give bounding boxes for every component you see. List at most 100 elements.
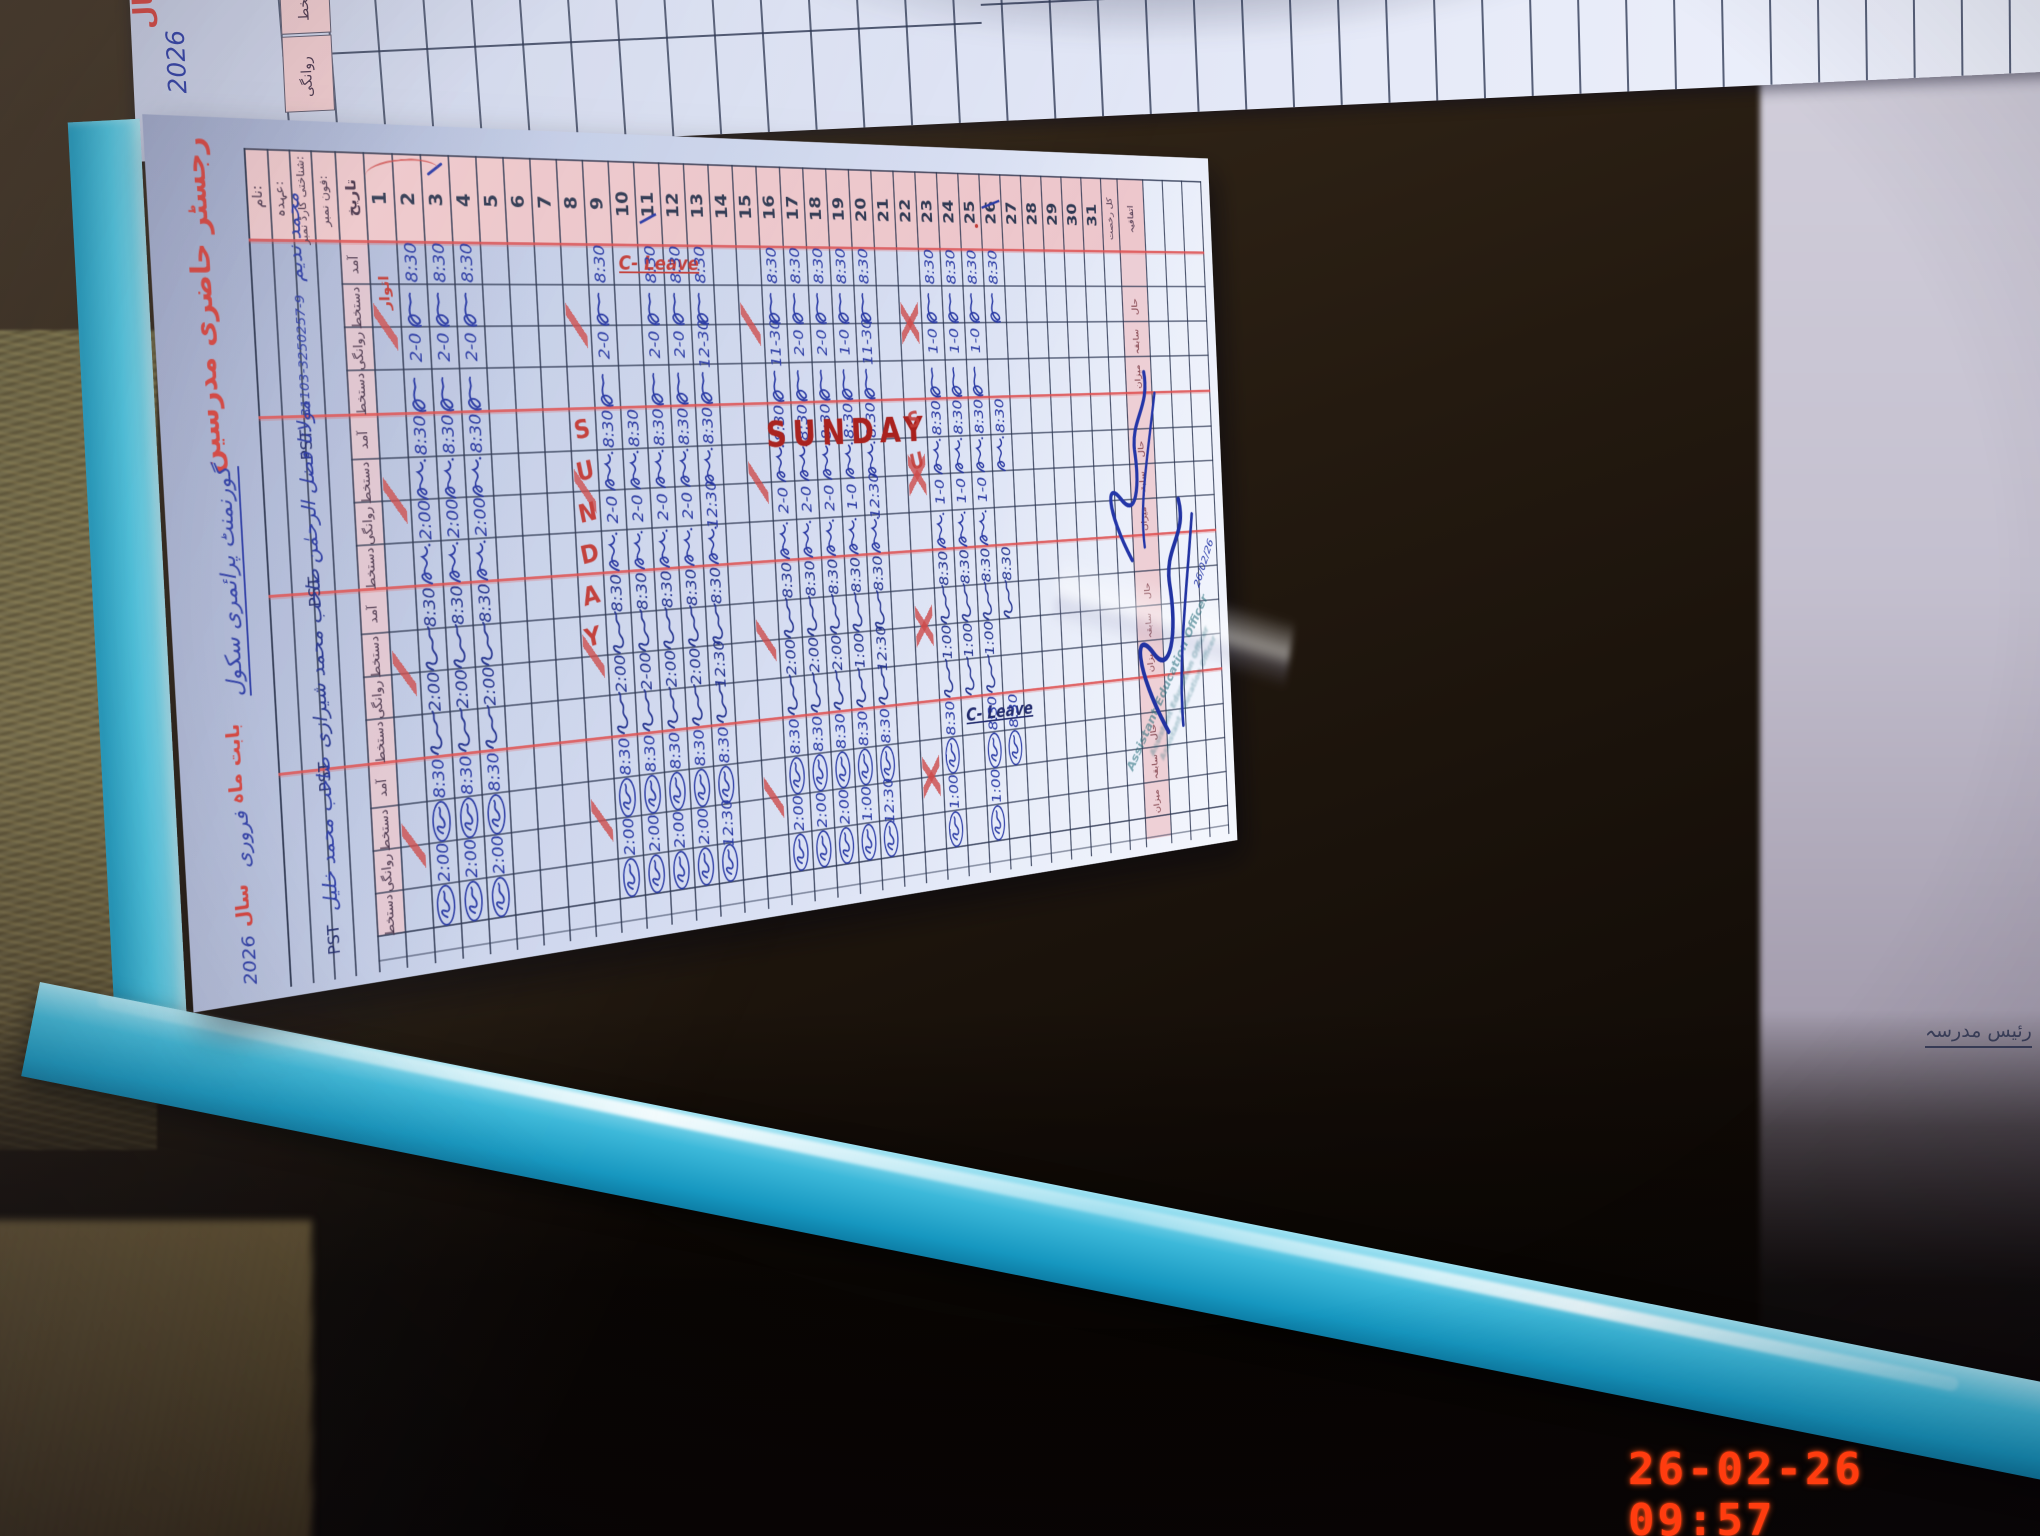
signature-scribble <box>928 366 942 398</box>
date-number: 1 <box>368 191 391 206</box>
arrival-time: 8:30 <box>984 694 1001 731</box>
arrival-time: 8:30 <box>674 406 693 446</box>
departure-time: 1-0 <box>932 478 948 505</box>
signature-scribble <box>862 368 876 400</box>
departure-time: 1:00 <box>851 631 868 669</box>
arrival-time: 8:30 <box>624 408 643 447</box>
colhead-1: دستخط <box>358 460 375 505</box>
signature-scribble <box>485 792 507 836</box>
sunday-letter: A <box>580 579 603 613</box>
signature-scribble <box>706 525 720 565</box>
departure-time: 2:00 <box>644 812 664 853</box>
departure-time: 2-0 <box>433 332 454 362</box>
colhead-0: آمد <box>366 604 381 624</box>
signature-scribble <box>628 449 642 490</box>
hand-shadow <box>764 0 1653 66</box>
teacher-designation: PST <box>325 923 345 956</box>
colhead-0: آمد <box>375 777 391 798</box>
signature-scribble <box>689 682 704 727</box>
signature-scribble <box>941 657 954 699</box>
departure-time: 2:00 <box>442 497 464 539</box>
signature-scribble <box>458 795 480 839</box>
arrival-time: 8:30 <box>665 730 685 771</box>
departure-time: 2-0 <box>670 330 689 358</box>
arrival-time: 8:30 <box>801 559 819 597</box>
colhead-3: دستخط <box>362 546 380 590</box>
signature-scribble <box>598 373 614 407</box>
departure-time: 2:00 <box>789 793 808 833</box>
signature-scribble <box>869 515 882 554</box>
signature-scribble <box>682 526 695 567</box>
signature-scribble <box>450 622 466 669</box>
signature-scribble <box>405 292 422 327</box>
signature-scribble <box>801 519 814 559</box>
arrival-time: 8:30 <box>978 546 994 583</box>
date-number: 14 <box>711 193 731 220</box>
facing-vline <box>1718 0 1725 87</box>
arrival-time: 8:30 <box>985 249 1001 285</box>
facing-vline <box>755 0 770 133</box>
departure-time: 1-0 <box>967 327 983 353</box>
date-number: 25 <box>961 200 978 225</box>
arrival-time: 8:30 <box>428 242 450 283</box>
signature-scribble <box>646 852 666 895</box>
signature-scribble <box>974 435 986 473</box>
signature-scribble <box>980 580 993 621</box>
arrival-time: 8:30 <box>640 733 660 774</box>
sunday-letter: U <box>907 447 927 476</box>
departure-time: 1-0 <box>953 477 969 504</box>
arrival-time: 8:30 <box>607 572 627 613</box>
signature-date: 26/02/26 <box>1191 536 1216 590</box>
colhead-2: روانگی <box>360 505 377 546</box>
signature-scribble <box>847 516 859 555</box>
signature-scribble <box>840 368 854 400</box>
colhead-3: دستخط <box>372 720 389 764</box>
arrival-time: 8:30 <box>456 242 478 283</box>
arrival-time: 8:30 <box>855 247 872 284</box>
signature-scribble <box>946 292 960 323</box>
sunday-letter: N <box>576 496 600 530</box>
arrival-time: 8:30 <box>590 244 610 283</box>
signature-scribble <box>414 457 429 501</box>
departure-time: 2:00 <box>661 648 681 688</box>
departure-time: 2:00 <box>835 787 853 826</box>
sunday-letter: S <box>906 406 923 434</box>
arrival-time: 8:30 <box>992 397 1008 433</box>
date-number: 2 <box>397 191 419 207</box>
date-number: 10 <box>612 190 633 218</box>
departure-time: 2:00 <box>423 670 445 713</box>
arrival-time: 8:30 <box>824 557 842 595</box>
facing-vline <box>804 0 818 130</box>
signature-scribble <box>787 755 806 796</box>
arrival-time: 8:30 <box>474 582 495 624</box>
signature-scribble <box>699 371 714 404</box>
facing-vline <box>707 0 723 135</box>
title-month: فروری <box>229 810 256 871</box>
signature-scribble <box>947 809 965 848</box>
departure-time: 2:00 <box>694 806 713 846</box>
arrival-time: 8:30 <box>869 554 887 592</box>
facing-vline <box>1670 0 1677 90</box>
signature-scribble <box>876 664 889 706</box>
signature-scribble <box>438 376 455 412</box>
signature-scribble <box>817 368 831 401</box>
date-number: 21 <box>874 197 892 223</box>
departure-time: 1:00 <box>988 767 1004 804</box>
departure-time: 1:00 <box>939 623 955 660</box>
signature-scribble <box>959 582 972 623</box>
arrival-time: 8:30 <box>615 736 635 777</box>
signature-scribble <box>610 610 625 655</box>
facing-year-note: سال <box>127 0 206 30</box>
signature-scribble <box>984 653 996 694</box>
arrival-time: 8:30 <box>400 241 422 283</box>
arrival-time: 8:30 <box>847 556 865 594</box>
arrival-time: 8:30 <box>456 753 477 796</box>
label-casual: اتفاقیہ <box>1126 205 1136 234</box>
arrival-time: 8:30 <box>698 406 717 445</box>
signature-scribble <box>935 511 947 549</box>
signature-scribble <box>810 752 829 793</box>
departure-time: 1-0 <box>836 328 853 356</box>
signature-scribble <box>660 606 675 650</box>
arrival-time: 8:30 <box>942 699 959 737</box>
